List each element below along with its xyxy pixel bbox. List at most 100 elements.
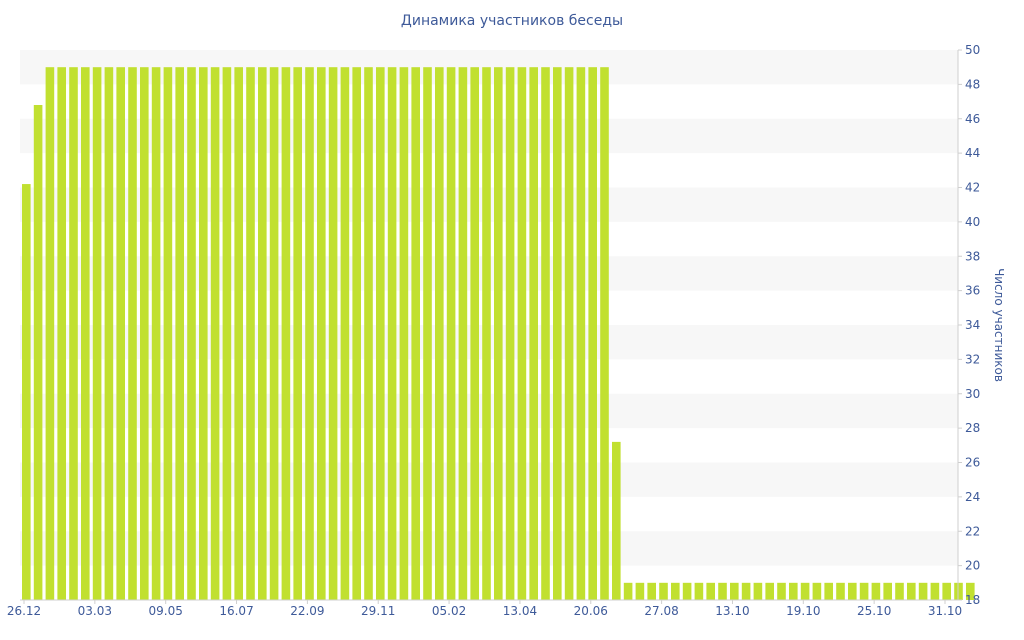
x-tick-label: 03.03 <box>78 604 112 618</box>
bar[interactable] <box>317 67 326 600</box>
bar[interactable] <box>22 184 31 600</box>
bar[interactable] <box>411 67 420 600</box>
bar[interactable] <box>647 582 656 600</box>
bar[interactable] <box>69 67 78 600</box>
y-tick-label: 40 <box>965 215 980 229</box>
bar[interactable] <box>494 67 503 600</box>
bar[interactable] <box>234 67 243 600</box>
x-tick-label: 27.08 <box>644 604 678 618</box>
bar[interactable] <box>128 67 137 600</box>
x-tick-label: 09.05 <box>149 604 183 618</box>
bar[interactable] <box>765 582 774 600</box>
bar[interactable] <box>470 67 479 600</box>
bar[interactable] <box>623 582 633 600</box>
x-tick-label: 13.10 <box>715 604 749 618</box>
bar[interactable] <box>553 67 562 600</box>
bar[interactable] <box>505 67 515 600</box>
bar[interactable] <box>730 582 739 600</box>
bar[interactable] <box>399 67 409 600</box>
x-tick-label: 20.06 <box>574 604 608 618</box>
bar[interactable] <box>175 67 184 600</box>
bar[interactable] <box>612 441 621 601</box>
bar[interactable] <box>423 67 432 600</box>
bar[interactable] <box>741 582 751 600</box>
bar[interactable] <box>163 67 173 600</box>
bar[interactable] <box>92 67 102 600</box>
y-tick-label: 28 <box>965 421 980 435</box>
y-tick-label: 30 <box>965 387 980 401</box>
bar[interactable] <box>482 67 491 600</box>
bar[interactable] <box>246 67 255 600</box>
bar[interactable] <box>576 67 586 600</box>
chart-title: Динамика участников беседы <box>400 13 624 29</box>
bar[interactable] <box>588 67 597 600</box>
bar[interactable] <box>706 582 715 600</box>
bar[interactable] <box>340 67 350 600</box>
bar[interactable] <box>151 67 161 600</box>
bar[interactable] <box>33 105 43 600</box>
bar[interactable] <box>352 67 361 600</box>
bar[interactable] <box>458 67 468 600</box>
bar[interactable] <box>104 67 114 600</box>
y-tick-label: 20 <box>965 559 980 573</box>
bar[interactable] <box>435 67 444 600</box>
bar[interactable] <box>812 582 822 600</box>
x-tick-label: 19.10 <box>786 604 820 618</box>
bar[interactable] <box>753 582 763 600</box>
bar[interactable] <box>966 582 975 600</box>
x-ticks: 26.12 03.03 09.05 16.07 22.09 29.11 05.02 13.04… <box>7 600 962 618</box>
bar[interactable] <box>659 582 668 600</box>
bar[interactable] <box>800 582 810 600</box>
bar[interactable] <box>293 67 302 600</box>
bar[interactable] <box>671 582 680 600</box>
bar[interactable] <box>57 67 66 600</box>
bar[interactable] <box>718 582 727 600</box>
bar[interactable] <box>777 582 786 600</box>
x-tick-label: 13.04 <box>503 604 537 618</box>
y-tick-label: 24 <box>965 490 980 504</box>
x-tick-label: 05.02 <box>432 604 466 618</box>
bar[interactable] <box>328 67 338 600</box>
bar[interactable] <box>907 582 916 600</box>
bar[interactable] <box>682 582 692 600</box>
bar[interactable] <box>942 582 951 600</box>
bar[interactable] <box>210 67 220 600</box>
bar[interactable] <box>376 67 385 600</box>
bar[interactable] <box>187 67 196 600</box>
bar[interactable] <box>871 582 881 600</box>
bar[interactable] <box>541 67 550 600</box>
bar[interactable] <box>517 67 527 600</box>
bar[interactable] <box>635 582 645 600</box>
bar-series <box>22 67 975 601</box>
bar[interactable] <box>848 582 857 600</box>
x-tick-label: 22.09 <box>290 604 324 618</box>
bar[interactable] <box>446 67 456 600</box>
bar[interactable] <box>564 67 574 600</box>
bar[interactable] <box>305 67 314 600</box>
y-tick-label: 26 <box>965 456 980 470</box>
bar[interactable] <box>81 67 90 600</box>
bar[interactable] <box>930 582 940 600</box>
bar[interactable] <box>45 67 55 600</box>
bar[interactable] <box>387 67 397 600</box>
bar[interactable] <box>824 582 833 600</box>
bar[interactable] <box>918 582 928 600</box>
bar[interactable] <box>269 67 279 600</box>
bar[interactable] <box>694 582 704 600</box>
bar[interactable] <box>140 67 149 600</box>
y-tick-label: 38 <box>965 249 980 263</box>
bar[interactable] <box>199 67 208 600</box>
bar[interactable] <box>895 582 904 600</box>
bar[interactable] <box>258 67 267 600</box>
bar[interactable] <box>600 67 609 600</box>
bar[interactable] <box>859 582 869 600</box>
bar[interactable] <box>883 582 892 600</box>
bar[interactable] <box>281 67 291 600</box>
bar[interactable] <box>836 582 845 600</box>
bar[interactable] <box>222 67 232 600</box>
bar[interactable] <box>789 582 798 600</box>
bar[interactable] <box>116 67 125 600</box>
bar[interactable] <box>529 67 538 600</box>
y-tick-label: 42 <box>965 181 980 195</box>
bar[interactable] <box>364 67 373 600</box>
